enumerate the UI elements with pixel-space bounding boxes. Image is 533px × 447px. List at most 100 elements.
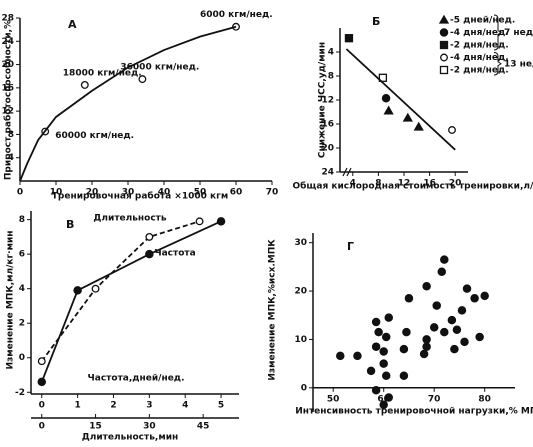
point [440, 255, 449, 264]
point [37, 357, 46, 366]
legend-label: -4 дня/нед. [450, 28, 509, 38]
y-tick-label: 4 [8, 153, 14, 163]
point-label: 6000 кгм/нед. [200, 10, 273, 20]
panel-label: В [66, 218, 74, 231]
x-tick-label: 8 [375, 179, 381, 189]
legend-brace [493, 52, 502, 76]
x-tick-label: 16 [423, 179, 436, 189]
point [371, 342, 381, 351]
point [37, 377, 47, 387]
y-tick-label: 8 [8, 130, 14, 140]
x-tick-label: 20 [449, 179, 462, 189]
point [470, 294, 479, 303]
point [419, 349, 429, 359]
point [378, 73, 388, 82]
panel-label: Б [372, 15, 380, 28]
point [402, 327, 411, 337]
point [399, 344, 409, 354]
x-tick-label: 70 [266, 188, 279, 198]
point [371, 385, 381, 395]
x-tick-label: 12 [398, 179, 411, 189]
x-axis-label: Интенсивность тренировочной нагрузки,% М… [295, 407, 533, 417]
point [371, 317, 381, 327]
legend-label: -5 дней/нед. [450, 16, 515, 26]
point [91, 284, 100, 293]
y-axis-label: Изменение МПК,%исх.МПК [268, 239, 278, 381]
y-tick-label: 16 [1, 83, 14, 93]
y-tick-label: 12 [321, 96, 334, 106]
x2-tick-label: 45 [197, 422, 210, 432]
y-tick-label: 28 [1, 14, 14, 24]
y-tick-label: 10 [294, 335, 307, 345]
point [145, 232, 154, 241]
point [480, 291, 489, 301]
x2-tick-label: 15 [89, 422, 102, 432]
point [379, 359, 388, 368]
point [381, 371, 391, 380]
legend-label: -2 дня/нед. [450, 41, 509, 51]
legend-marker [439, 28, 449, 37]
point [450, 344, 459, 354]
x-tick-label: 70 [428, 394, 441, 404]
x-tick-label: 10 [50, 188, 63, 198]
point [384, 313, 393, 322]
point [381, 332, 391, 342]
point [429, 323, 439, 332]
data-line [345, 48, 456, 151]
point [80, 80, 89, 89]
point [374, 327, 383, 337]
y-tick-label: 4 [328, 48, 334, 58]
legend-marker [439, 40, 449, 50]
x-tick-label: 60 [377, 394, 390, 404]
y-tick-label: 6 [19, 250, 25, 260]
point [448, 126, 456, 134]
point [413, 121, 424, 131]
point [457, 306, 467, 315]
y-axis-label: Прирост работоспособности,% [3, 20, 14, 180]
panel-label: А [68, 18, 77, 31]
y-tick-label: 4 [19, 284, 25, 294]
y-tick-label: 12 [1, 107, 14, 117]
point [381, 93, 391, 103]
point [437, 267, 447, 276]
y-axis-label: Изменение МПК,мл/кг·мин [6, 231, 16, 370]
series-label: Частота [154, 249, 195, 259]
x-tick-label: 20 [86, 188, 99, 198]
y-tick-label: -2 [15, 388, 25, 398]
x-tick-label: 4 [182, 401, 188, 411]
x-tick-label: 2 [110, 401, 116, 411]
x-tick-label: 4 [350, 179, 356, 189]
point-label: 60000 кгм/нед. [55, 131, 134, 141]
point [216, 217, 226, 226]
y-tick-label: 0 [19, 353, 25, 363]
x-tick-label: 5 [218, 401, 224, 411]
point [383, 105, 394, 115]
x-tick-label: 50 [327, 394, 340, 404]
x-tick-label: 40 [158, 188, 171, 198]
x-axis-label: Частота,дней/нед. [88, 374, 185, 384]
point [462, 284, 472, 293]
x2-tick-label: 30 [143, 422, 156, 432]
x-tick-label: 50 [194, 188, 207, 198]
point [447, 315, 457, 325]
y-tick-label: 20 [321, 144, 334, 154]
point [73, 286, 82, 295]
legend-marker [440, 53, 448, 62]
legend-group: 7 недель [504, 28, 533, 38]
point [344, 34, 354, 43]
data-line [40, 220, 222, 383]
point [138, 75, 147, 84]
y-tick-label: 0 [301, 383, 307, 393]
point [460, 337, 469, 347]
legend-brace [493, 14, 502, 51]
y-tick-label: 20 [294, 287, 307, 297]
x-tick-label: 60 [230, 188, 243, 198]
x-tick-label: 0 [39, 401, 45, 411]
point-label: 36000 кгм/нед. [120, 63, 199, 73]
point [422, 335, 431, 344]
y-tick-label: 8 [19, 215, 25, 225]
point [353, 351, 362, 361]
x-tick-label: 3 [146, 401, 152, 411]
point [432, 301, 441, 310]
x-tick-label: 80 [478, 394, 491, 404]
